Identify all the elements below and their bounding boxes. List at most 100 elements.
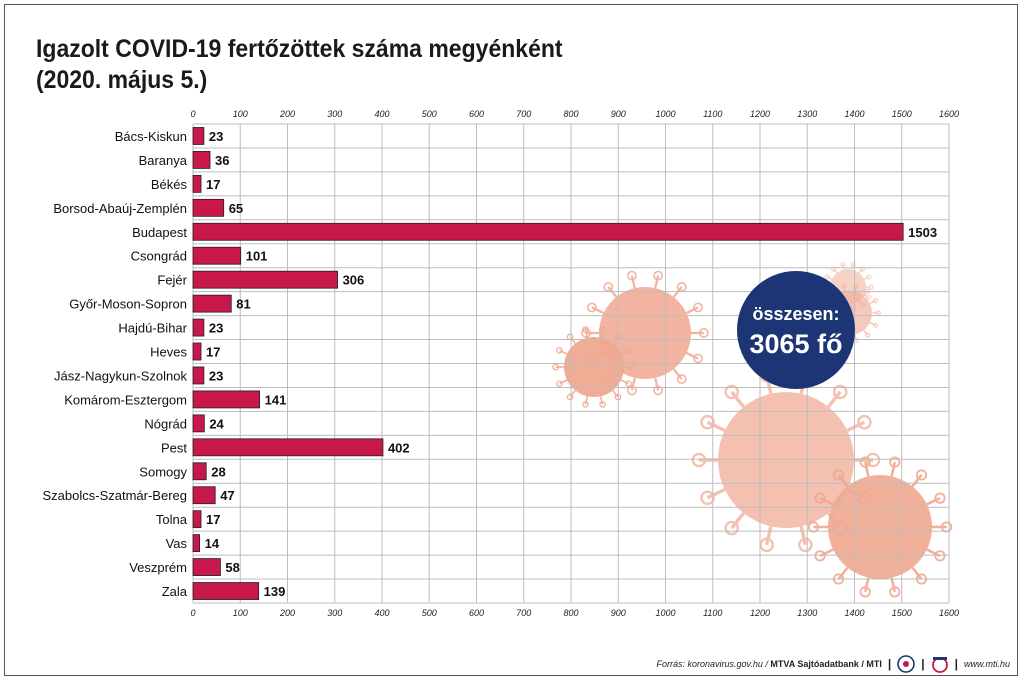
footer: Forrás: koronavirus.gov.hu / MTVA Sajtóa…: [657, 655, 1010, 673]
category-label: Szabolcs-Szatmár-Bereg: [43, 488, 188, 503]
category-label: Békés: [151, 177, 188, 192]
category-label: Fejér: [157, 273, 187, 288]
bar: [192, 246, 242, 265]
x-tick-label-top: 900: [611, 109, 626, 119]
virus-spike-tip: [934, 492, 946, 504]
virus-spike-tip: [693, 353, 703, 364]
virus-spike: [584, 329, 589, 338]
virus-spike: [863, 461, 870, 477]
virus-spike: [869, 321, 876, 326]
bar: [192, 558, 221, 576]
virus-body: [828, 475, 932, 579]
virus-spike: [654, 377, 660, 391]
x-tick-label-bottom: 1300: [797, 608, 817, 618]
virus-spike-tip: [676, 282, 687, 292]
x-tick-label-top: 0: [190, 109, 195, 119]
bar: [192, 151, 211, 169]
mti-logo-icon: [931, 657, 948, 673]
virus-spike: [819, 496, 834, 506]
virus-spike: [890, 577, 897, 593]
x-tick-label-top: 1000: [655, 109, 675, 119]
virus-spike-tip: [599, 401, 606, 408]
virus-spike-tip: [625, 347, 632, 354]
virus-spike-tip: [868, 284, 874, 290]
source-bold: MTVA Sajtóadatbank / MTI: [770, 659, 882, 669]
virus-spike-tip: [841, 282, 847, 289]
virus-spike-tip: [693, 302, 703, 313]
data-label: 36: [215, 153, 229, 168]
x-tick-label-top: 1200: [750, 109, 770, 119]
virus-spike: [706, 420, 726, 433]
x-tick-label-top: 1600: [939, 109, 959, 119]
data-label: 139: [264, 584, 286, 599]
data-label: 17: [206, 177, 220, 192]
data-label: 28: [211, 464, 225, 479]
bar: [192, 414, 205, 433]
x-tick-label-top: 700: [516, 109, 531, 119]
virus-spike-tip: [889, 586, 901, 598]
virus-spike-tip: [859, 266, 865, 272]
virus-spike-tip: [724, 384, 740, 400]
virus-spike-tip: [629, 363, 636, 371]
virus-spike-tip: [859, 456, 871, 468]
bar: [192, 510, 202, 529]
x-tick-label-bottom: 200: [279, 608, 295, 618]
virus-spike-tip: [865, 452, 881, 468]
virus-spike-tip: [832, 384, 848, 400]
virus-spike: [764, 525, 773, 546]
title-line-1: Igazolt COVID-19 fertőzöttek száma megyé…: [36, 35, 563, 63]
virus-spike: [730, 512, 745, 530]
virus-spike: [672, 368, 683, 380]
virus-spike-tip: [866, 294, 872, 300]
virus-spike: [599, 396, 604, 405]
virus-spike: [559, 349, 568, 355]
virus-spike: [827, 390, 842, 408]
virus-spike: [869, 300, 876, 305]
x-tick-label-top: 800: [563, 109, 578, 119]
bar: [192, 390, 261, 409]
virus-spike-tip: [807, 521, 820, 533]
virus-spike-tip: [603, 282, 614, 292]
x-tick-label-top: 1300: [797, 109, 817, 119]
virus-spike: [799, 525, 808, 546]
virus-spike-tip: [582, 326, 589, 333]
category-label: Vas: [166, 536, 188, 551]
data-label: 81: [236, 297, 250, 312]
total-value: 3065 fő: [749, 329, 842, 359]
mtva-logo-icon: [897, 655, 916, 673]
virus-spike-tip: [872, 298, 878, 304]
x-tick-label-top: 1100: [703, 109, 722, 119]
virus-spike-tip: [759, 537, 774, 553]
category-label: Veszprém: [129, 560, 187, 575]
total-circle: [737, 271, 855, 389]
x-tick-label-bottom: 500: [422, 608, 437, 618]
category-label: Pest: [161, 440, 187, 455]
virus-spike-tip: [724, 520, 740, 536]
x-tick-label-bottom: 0: [190, 608, 195, 618]
bar: [192, 438, 384, 457]
virus-spike: [890, 461, 897, 477]
total-badge: összesen: 3065 fő: [737, 271, 855, 389]
x-tick-label-top: 600: [469, 109, 484, 119]
x-tick-label-top: 300: [327, 109, 342, 119]
bar: [192, 534, 201, 553]
data-label: 65: [229, 201, 243, 216]
virus-spike-tip: [587, 302, 597, 313]
virus-spike: [846, 420, 866, 433]
virus-spike-tip: [857, 414, 872, 430]
virus-spike: [911, 474, 923, 488]
separator: |: [921, 657, 925, 671]
source-text: Forrás: koronavirus.gov.hu / MTVA Sajtóa…: [657, 659, 882, 669]
value-labels: 2336176515031013068123172314124402284717…: [205, 129, 937, 599]
x-tick-label-bottom: 1000: [655, 608, 675, 618]
bar: [192, 462, 207, 481]
data-label: 58: [225, 560, 239, 575]
virus-spike: [854, 285, 857, 292]
x-tick-label-bottom: 800: [563, 608, 578, 618]
separator: |: [954, 657, 958, 671]
virus-spike-tip: [831, 266, 837, 272]
virus-spike: [630, 377, 636, 391]
frame-border: [4, 4, 1018, 676]
data-label: 14: [205, 536, 220, 551]
category-label: Baranya: [139, 153, 188, 168]
